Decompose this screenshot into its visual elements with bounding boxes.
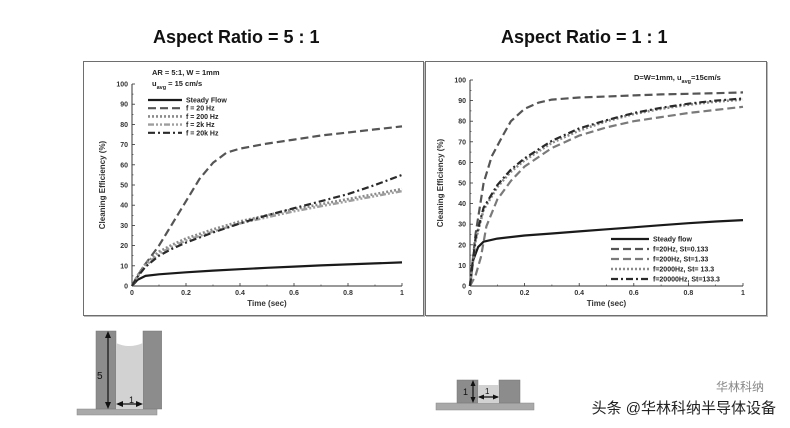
right-chart-x-axis-title: Time (sec)	[587, 299, 627, 308]
right-chart-y-tick-label: 30	[458, 222, 466, 229]
right-chart-y-tick-label: 70	[458, 139, 466, 146]
right-chart-y-tick-label: 0	[462, 284, 466, 291]
left-trench-diagram: 5 1	[76, 330, 162, 416]
depth-arrow-head-top	[470, 380, 476, 386]
left-chart-x-tick-label: 0.2	[181, 290, 191, 297]
right-chart-y-tick-label: 10	[458, 263, 466, 270]
left-chart-y-tick-label: 100	[116, 82, 128, 89]
right-chart-x-tick-label: 0.8	[684, 290, 694, 297]
left-chart-y-tick-label: 0	[124, 284, 128, 291]
left-chart-x-tick-label: 0	[130, 290, 134, 297]
left-chart-panel: 0 10 20 30 40 50 60 70 80 90 100 0 0.2 0.4 0.6 0.8 1 Time…	[83, 61, 424, 316]
left-chart-y-tick-label: 70	[120, 142, 128, 149]
right-trench-diagram: 1 1	[435, 379, 535, 411]
left-chart-legend-label-2: f = 20 Hz	[186, 106, 215, 113]
depth-arrow-head-bottom	[105, 402, 111, 409]
left-chart-y-tick-label: 90	[120, 102, 128, 109]
left-chart-series-line-3	[130, 187, 403, 287]
right-chart-y-tick-label: 20	[458, 242, 466, 249]
left-chart-y-tick-label: 30	[120, 223, 128, 230]
left-chart-x-tick-label: 0.8	[343, 290, 353, 297]
left-chart-x-tick-label: 0.4	[235, 290, 245, 297]
depth-label: 5	[97, 371, 103, 382]
right-chart-legend-label-3: f=200Hz, St=1.33	[653, 257, 708, 264]
right-chart-y-tick-label: 90	[458, 98, 466, 105]
right-chart-x-tick-label: 0.6	[629, 290, 639, 297]
right-chart-annotation-1: D=W=1mm, uavg=15cm/s	[634, 73, 721, 85]
right-chart-series-line-4	[468, 98, 744, 287]
left-chart-y-tick-label: 60	[120, 162, 128, 169]
watermark-small: 华林科纳	[715, 380, 764, 394]
right-chart-series-line-5	[468, 97, 744, 287]
left-chart-y-tick-label: 80	[120, 122, 128, 129]
trench-fluid	[116, 343, 143, 409]
substrate	[435, 402, 535, 411]
right-chart-y-tick-label: 50	[458, 181, 466, 188]
right-chart-legend-label-1: Steady flow	[653, 237, 692, 244]
depth-arrow-head-bottom	[470, 397, 476, 403]
left-chart-series-line-5	[131, 173, 403, 287]
right-wall	[142, 330, 162, 410]
depth-label: 1	[463, 387, 468, 397]
right-chart-x-tick-label: 1	[741, 290, 745, 297]
left-chart-y-tick-label: 50	[120, 183, 128, 190]
right-wall	[498, 379, 521, 404]
right-chart-y-tick-label: 60	[458, 160, 466, 167]
left-chart-x-tick-label: 0.6	[289, 290, 299, 297]
right-chart-panel: 0 10 20 30 40 50 60 70 80 90 100 0 0.2 0.4 0.6 0.8 1 Time…	[425, 61, 767, 316]
right-chart-svg: 0 10 20 30 40 50 60 70 80 90 100 0 0.2 0.4 0.6 0.8 1 Time…	[436, 73, 745, 308]
watermark: 头条 @华林科纳半导体设备	[591, 400, 776, 417]
width-arrow-head-right	[493, 394, 499, 400]
left-chart-series-line-2	[131, 125, 403, 287]
left-chart-svg: 0 10 20 30 40 50 60 70 80 90 100 0 0.2 0.4 0.6 0.8 1 Time…	[98, 68, 404, 308]
left-chart-annotation-1: AR = 5:1, W = 1mm	[152, 68, 220, 77]
right-chart-series-line-1	[468, 219, 744, 287]
left-chart-title: Aspect Ratio = 5 : 1	[153, 27, 320, 47]
right-chart-legend-label-4: f=2000Hz, St= 13.3	[653, 267, 714, 274]
left-wall	[95, 330, 117, 410]
right-chart-x-tick-label: 0.2	[520, 290, 530, 297]
right-chart-series-line-2	[468, 91, 744, 287]
left-chart-x-tick-label: 1	[400, 290, 404, 297]
left-chart-series-line-1	[131, 261, 403, 287]
right-chart-y-tick-label: 80	[458, 119, 466, 126]
width-arrow-head-left	[116, 401, 123, 407]
right-chart-y-axis-title: Cleaning Efficiency (%)	[436, 138, 445, 227]
left-chart-annotation-2: uavg = 15 cm/s	[152, 79, 202, 91]
left-chart-y-tick-label: 40	[120, 203, 128, 210]
left-chart-y-tick-label: 20	[120, 243, 128, 250]
right-chart-y-tick-label: 40	[458, 201, 466, 208]
depth-arrow-head-top	[105, 331, 111, 338]
left-chart-legend-label-1: Steady Flow	[186, 98, 227, 105]
substrate	[76, 408, 158, 416]
left-chart-x-axis-title: Time (sec)	[247, 299, 287, 308]
right-chart-x-tick-label: 0	[468, 290, 472, 297]
width-label: 1	[485, 387, 490, 396]
left-chart-y-tick-label: 10	[120, 263, 128, 270]
left-chart-y-axis-title: Cleaning Efficiency (%)	[98, 140, 107, 229]
right-chart-legend-label-5: f=20000Hz, St=133.3	[653, 277, 720, 284]
left-chart-legend-label-5: f = 20k Hz	[186, 130, 219, 137]
left-chart-legend-label-3: f = 200 Hz	[186, 114, 219, 121]
left-chart-legend-label-4: f = 2k Hz	[186, 122, 215, 129]
width-label: 1	[129, 395, 134, 405]
right-chart-series-line-3	[469, 105, 744, 287]
width-arrow-head-right	[136, 401, 143, 407]
right-chart-legend-label-2: f=20Hz, St=0.133	[653, 247, 708, 254]
right-chart-title: Aspect Ratio = 1 : 1	[501, 27, 668, 47]
right-chart-x-tick-label: 0.4	[574, 290, 584, 297]
width-arrow-head-left	[478, 394, 484, 400]
left-chart-series-line-4	[130, 189, 403, 287]
right-chart-y-tick-label: 100	[454, 78, 466, 85]
